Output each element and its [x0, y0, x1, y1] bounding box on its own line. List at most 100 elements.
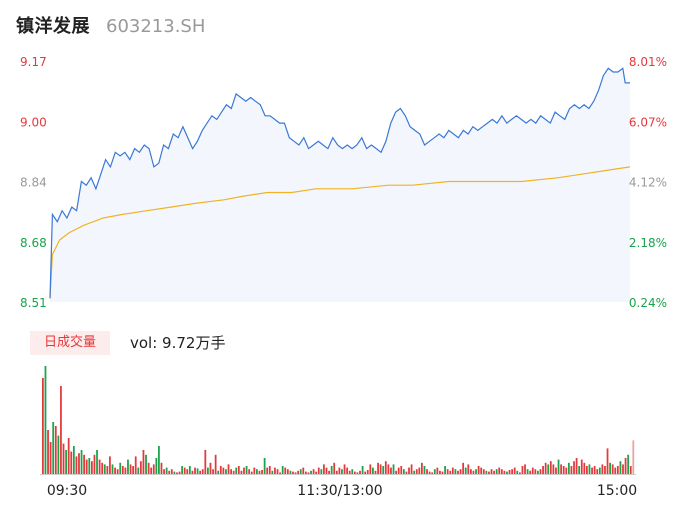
volume-bar [596, 469, 599, 474]
volume-bar [85, 459, 88, 474]
volume-bar [390, 467, 392, 474]
volume-bar [158, 446, 160, 474]
volume-bar [521, 466, 524, 474]
volume-bar [250, 471, 253, 474]
volume-bar [330, 466, 333, 474]
volume-bar [392, 464, 395, 474]
volume-bar [101, 462, 104, 474]
volume-bar [96, 450, 98, 474]
volume-bar [431, 472, 434, 474]
volume-bar [421, 462, 423, 474]
volume-bar [524, 464, 526, 474]
volume-bar [428, 471, 431, 474]
volume-bar [217, 470, 220, 474]
volume-bar [232, 470, 235, 474]
volume-bar [366, 470, 369, 474]
volume-bar [235, 467, 238, 474]
volume-bars [40, 366, 636, 475]
volume-bar [186, 469, 189, 474]
pct-axis: 8.01% 6.07% 4.12% 2.18% 0.24% [629, 55, 667, 310]
volume-bar [170, 469, 173, 474]
volume-bar [511, 469, 514, 474]
volume-bar [245, 466, 248, 474]
volume-bar [304, 471, 307, 474]
volume-bar [328, 470, 330, 474]
volume-bar [439, 470, 441, 474]
price-tick-label: 9.00 [20, 115, 47, 129]
volume-bar [289, 470, 292, 474]
volume-bar [60, 386, 62, 474]
volume-bar [418, 467, 421, 474]
volume-bar [248, 469, 251, 474]
volume-bar [459, 469, 462, 474]
volume-bar [629, 466, 632, 474]
volume-bar [508, 470, 511, 474]
volume-bar [106, 466, 109, 474]
volume-bar [119, 462, 122, 474]
volume-bar [506, 471, 508, 474]
volume-bar [219, 466, 222, 474]
volume-bar [142, 450, 145, 474]
pct-tick-label: 6.07% [629, 115, 667, 129]
volume-bar [163, 469, 165, 474]
price-line [49, 67, 630, 299]
volume-bar [57, 435, 60, 474]
volume-bar [415, 469, 418, 474]
volume-bar [359, 470, 361, 474]
stock-code: 603213.SH [106, 16, 206, 37]
volume-bar [147, 462, 150, 474]
volume-bar [83, 454, 86, 474]
volume-bar [480, 467, 483, 474]
daily-volume-badge: 日成交量 [30, 331, 110, 355]
volume-bar [307, 472, 310, 474]
volume-bar [482, 469, 485, 474]
volume-bar [145, 454, 147, 474]
volume-bar [199, 470, 202, 474]
volume-bar [405, 471, 408, 474]
volume-bar [286, 469, 289, 474]
volume-bar [284, 467, 287, 474]
volume-bar [42, 378, 44, 474]
volume-bar [472, 470, 475, 474]
volume-bar [181, 466, 184, 474]
volume-bar [317, 467, 320, 474]
volume-bar [98, 459, 101, 474]
volume-bar [457, 470, 459, 474]
volume-bar [204, 450, 207, 474]
volume-bar [176, 472, 178, 474]
volume-bar [611, 464, 614, 474]
volume-bar [139, 461, 142, 474]
volume-bar [531, 467, 534, 474]
volume-bar [297, 470, 300, 474]
volume-bar [526, 469, 529, 474]
volume-bar [583, 462, 586, 474]
volume-bar [194, 467, 196, 474]
volume-bar [353, 471, 356, 474]
volume-bar [433, 469, 436, 474]
volume-bar [253, 467, 256, 474]
volume-bar [402, 469, 405, 474]
volume-bar [395, 470, 397, 474]
volume-bar [268, 466, 271, 474]
volume-bar [534, 469, 537, 474]
volume-bar [604, 466, 606, 474]
volume-bar [586, 466, 588, 474]
volume-bar [593, 466, 596, 474]
volume-bar [173, 471, 176, 474]
volume-bar [178, 471, 181, 474]
pct-tick-label: 0.24% [629, 296, 667, 310]
volume-bar [549, 461, 552, 474]
volume-bar [539, 469, 542, 474]
volume-bar [165, 467, 168, 474]
volume-bar [598, 467, 601, 474]
volume-bar [338, 467, 341, 474]
volume-bar [426, 469, 428, 474]
volume-bar [444, 466, 446, 474]
volume-bar [408, 467, 410, 474]
volume-bar [498, 467, 501, 474]
volume-bar [230, 469, 232, 474]
volume-bar [413, 470, 416, 474]
volume-bar [609, 462, 611, 474]
avg-line-group [49, 166, 631, 299]
volume-bar [191, 470, 194, 474]
